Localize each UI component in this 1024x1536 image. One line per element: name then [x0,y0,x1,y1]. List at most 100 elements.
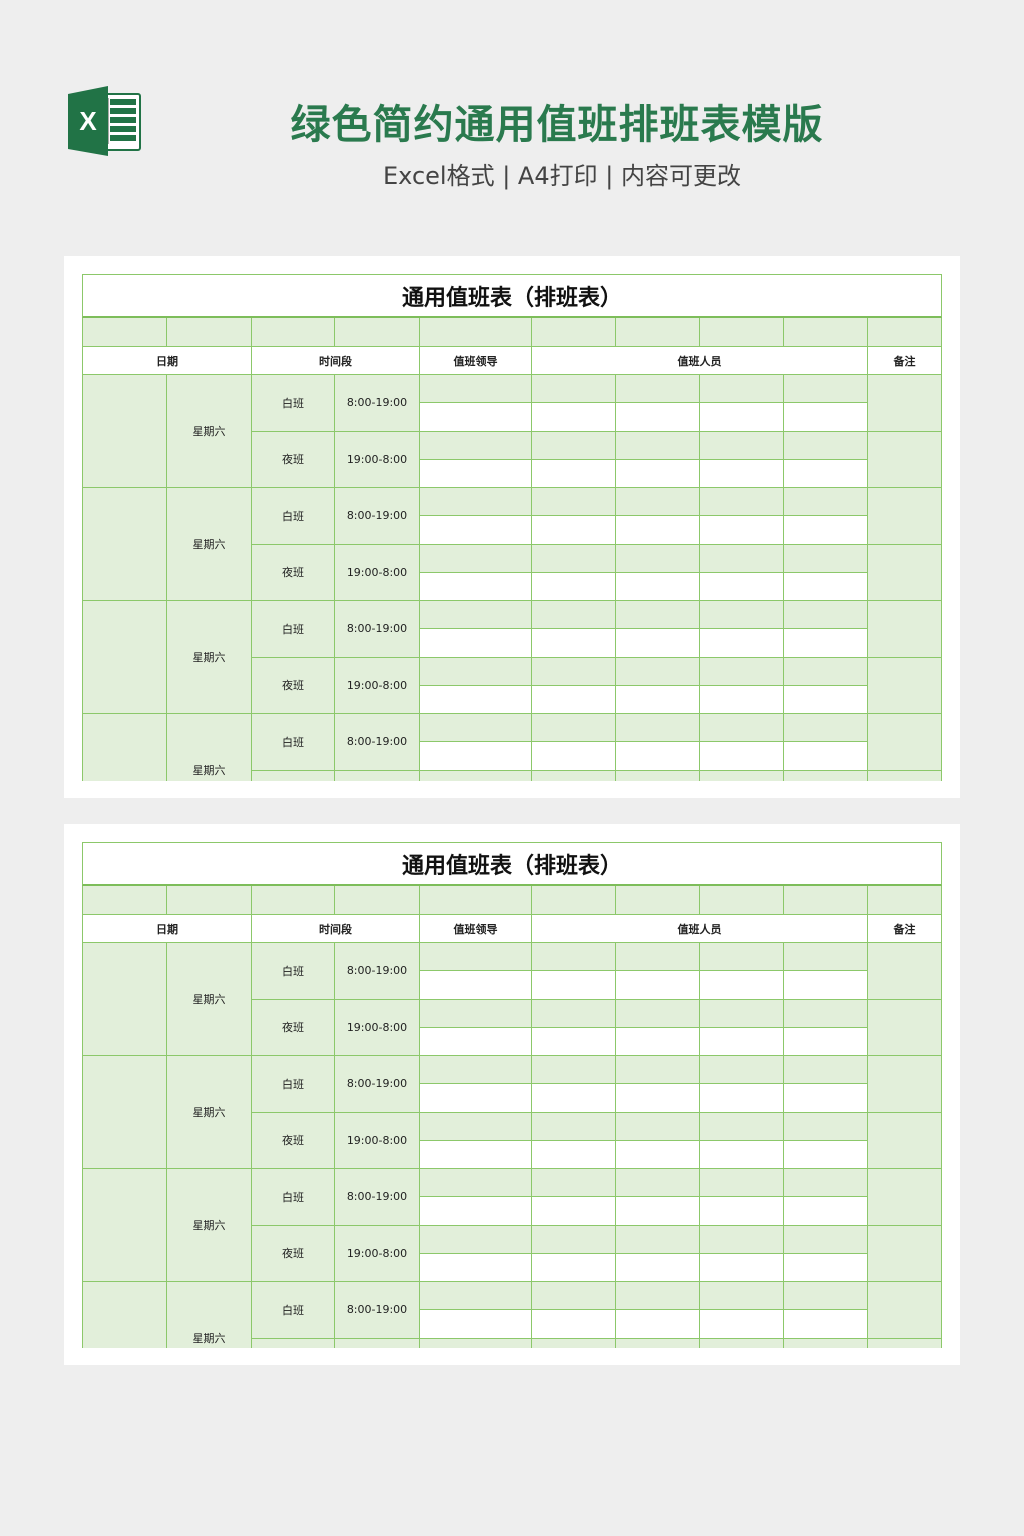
blank-cell[interactable] [868,318,942,347]
shift-name[interactable]: 白班 [252,488,335,545]
staff-cell[interactable] [420,431,532,460]
staff-cell[interactable] [784,403,868,432]
remark-cell[interactable] [868,488,942,545]
staff-cell[interactable] [420,459,532,488]
staff-cell[interactable] [420,572,532,601]
blank-cell[interactable] [616,886,700,915]
blank-cell[interactable] [82,886,167,915]
staff-cell[interactable] [616,1253,700,1282]
staff-cell[interactable] [700,742,784,771]
staff-cell[interactable] [616,1084,700,1113]
shift-name[interactable]: 夜班 [252,1225,335,1282]
shift-time[interactable]: 8:00-19:00 [335,1169,420,1226]
staff-cell[interactable] [700,1140,784,1169]
staff-cell[interactable] [532,459,616,488]
shift-time[interactable] [335,770,420,781]
staff-cell[interactable] [700,943,784,972]
blank-cell[interactable] [252,318,335,347]
staff-cell[interactable] [700,1197,784,1226]
staff-cell[interactable] [700,629,784,658]
shift-name[interactable]: 白班 [252,714,335,771]
staff-cell[interactable] [420,629,532,658]
staff-cell[interactable] [420,1282,532,1311]
shift-time[interactable]: 19:00-8:00 [335,657,420,714]
staff-cell[interactable] [784,431,868,460]
staff-cell[interactable] [784,601,868,630]
staff-cell[interactable] [532,971,616,1000]
staff-cell[interactable] [420,1027,532,1056]
shift-name[interactable]: 夜班 [252,770,335,781]
staff-cell[interactable] [784,943,868,972]
staff-cell[interactable] [784,1338,868,1348]
staff-cell[interactable] [420,770,532,781]
shift-time[interactable]: 8:00-19:00 [335,1056,420,1113]
weekday-cell[interactable]: 星期六 [167,1056,252,1169]
date-cell[interactable] [82,1282,167,1348]
staff-cell[interactable] [784,488,868,517]
remark-cell[interactable] [868,544,942,601]
blank-cell[interactable] [252,886,335,915]
staff-cell[interactable] [616,572,700,601]
staff-cell[interactable] [532,657,616,686]
header-date[interactable]: 日期 [82,915,252,943]
date-cell[interactable] [82,601,167,714]
staff-cell[interactable] [420,999,532,1028]
staff-cell[interactable] [784,1225,868,1254]
staff-cell[interactable] [420,943,532,972]
staff-cell[interactable] [700,544,784,573]
header-remark[interactable]: 备注 [868,915,942,943]
staff-cell[interactable] [532,544,616,573]
shift-name[interactable]: 白班 [252,601,335,658]
staff-cell[interactable] [784,1084,868,1113]
staff-cell[interactable] [784,1112,868,1141]
shift-name[interactable]: 夜班 [252,431,335,488]
shift-time[interactable]: 8:00-19:00 [335,943,420,1000]
shift-time[interactable]: 19:00-8:00 [335,431,420,488]
blank-cell[interactable] [784,318,868,347]
staff-cell[interactable] [784,1253,868,1282]
staff-cell[interactable] [532,1027,616,1056]
blank-cell[interactable] [532,318,616,347]
blank-cell[interactable] [420,318,532,347]
staff-cell[interactable] [420,544,532,573]
staff-cell[interactable] [784,770,868,781]
staff-cell[interactable] [532,1253,616,1282]
staff-cell[interactable] [532,1056,616,1085]
staff-cell[interactable] [784,544,868,573]
staff-cell[interactable] [784,1056,868,1085]
blank-cell[interactable] [532,886,616,915]
staff-cell[interactable] [616,459,700,488]
shift-time[interactable]: 19:00-8:00 [335,544,420,601]
shift-name[interactable]: 白班 [252,1282,335,1339]
staff-cell[interactable] [700,516,784,545]
staff-cell[interactable] [700,770,784,781]
staff-cell[interactable] [700,685,784,714]
staff-cell[interactable] [532,943,616,972]
staff-cell[interactable] [700,1084,784,1113]
staff-cell[interactable] [532,1225,616,1254]
shift-name[interactable]: 夜班 [252,999,335,1056]
staff-cell[interactable] [700,431,784,460]
staff-cell[interactable] [784,1310,868,1339]
staff-cell[interactable] [700,488,784,517]
staff-cell[interactable] [420,685,532,714]
staff-cell[interactable] [700,971,784,1000]
header-leader[interactable]: 值班领导 [420,915,532,943]
remark-cell[interactable] [868,770,942,781]
remark-cell[interactable] [868,1169,942,1226]
staff-cell[interactable] [616,657,700,686]
blank-cell[interactable] [335,318,420,347]
staff-cell[interactable] [700,1169,784,1198]
staff-cell[interactable] [532,1197,616,1226]
staff-cell[interactable] [532,770,616,781]
staff-cell[interactable] [420,714,532,743]
staff-cell[interactable] [616,516,700,545]
shift-time[interactable] [335,1338,420,1348]
remark-cell[interactable] [868,1112,942,1169]
staff-cell[interactable] [616,1197,700,1226]
staff-cell[interactable] [616,488,700,517]
staff-cell[interactable] [532,1169,616,1198]
remark-cell[interactable] [868,1056,942,1113]
staff-cell[interactable] [420,1253,532,1282]
staff-cell[interactable] [700,403,784,432]
